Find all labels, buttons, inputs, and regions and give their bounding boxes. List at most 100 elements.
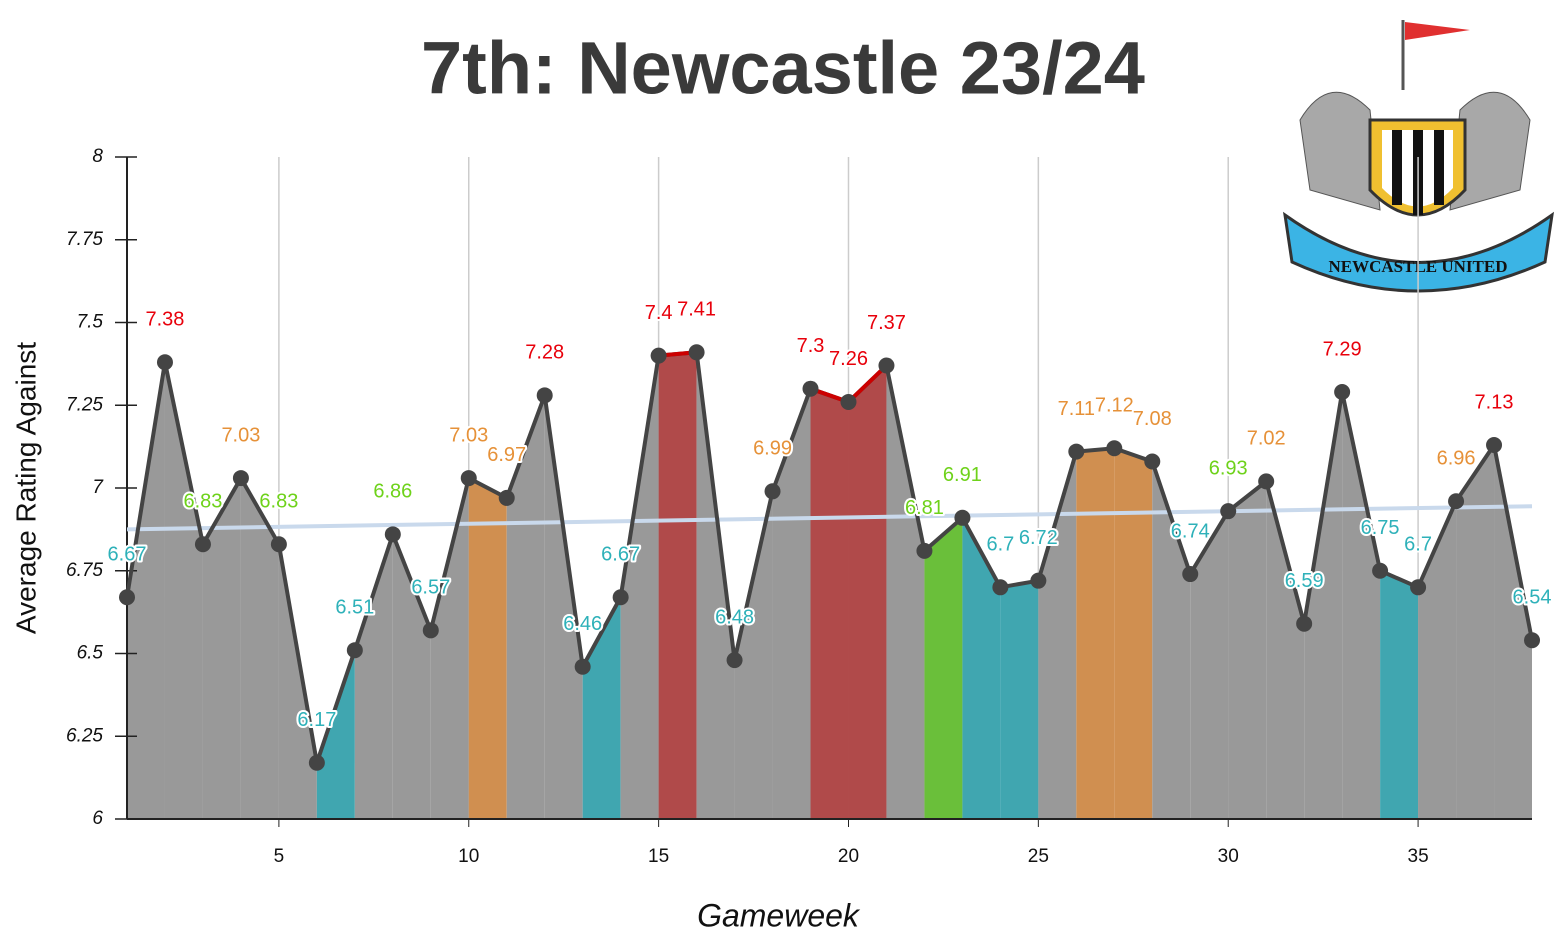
y-tick-label: 7 [92,477,104,498]
area-segment [1228,481,1267,819]
data-point [1334,384,1351,401]
area-segment [810,388,849,819]
data-label: 7.41 [677,299,716,321]
data-label: 7.38 [146,309,185,331]
data-point [764,483,781,500]
data-point [1448,493,1465,510]
data-point [612,589,629,606]
x-axis-label: Gameweek [697,897,861,933]
area-segment [392,534,431,819]
data-label: 7.12 [1095,395,1134,417]
y-tick-label: 7.5 [77,312,104,333]
data-point [1372,562,1389,579]
area-segment [278,544,317,819]
data-point [650,347,667,364]
area-segment [924,517,963,819]
data-point [1182,566,1199,583]
data-point [1068,443,1085,460]
data-point [1220,503,1237,520]
data-point [346,642,363,659]
x-tick-label: 25 [1028,846,1049,867]
data-point [574,658,591,675]
area-segment [1190,511,1229,819]
data-label: 7.03 [221,424,260,446]
data-point [119,589,135,606]
area-segment [1076,448,1115,819]
data-point [384,526,401,543]
data-label: 6.81 [905,497,944,519]
x-tick-label: 35 [1408,846,1429,867]
trend-line [126,504,1533,532]
area-segment [696,352,735,819]
area-segment [202,478,241,819]
x-tick-label: 5 [274,846,285,867]
area-segment [1000,580,1039,819]
data-label: 6.51 [335,596,374,618]
data-point [1524,632,1540,649]
data-label: 6.75 [1361,517,1400,539]
data-label: 6.93 [1209,457,1248,479]
data-point [1296,615,1313,632]
data-point [1030,572,1047,589]
data-point [802,380,819,397]
area-segment [1418,501,1457,819]
data-point [156,354,173,371]
data-label: 6.67 [108,544,147,566]
data-label: 7.37 [867,312,906,334]
y-axis-label: Average Rating Against [10,342,41,634]
data-point [954,509,971,526]
area-segment [240,478,279,819]
y-tick-label: 6.5 [77,643,104,664]
area-segment [1266,481,1305,819]
area-segment [658,352,697,819]
y-tick-label: 7.75 [66,229,103,250]
data-label: 7.11 [1058,398,1095,420]
data-label: 6.72 [1019,527,1058,549]
data-label: 6.59 [1285,570,1324,592]
data-label: 7.3 [797,335,825,357]
data-point [460,470,477,487]
logo-stripe [1392,130,1402,205]
area-segment [1038,451,1077,819]
data-point [308,754,325,771]
data-label: 6.96 [1437,448,1476,470]
data-point [194,536,211,553]
y-tick-label: 7.25 [66,394,103,415]
data-label: 6.97 [487,444,526,466]
data-label: 6.48 [715,606,754,628]
data-point [726,652,743,669]
area-segment [886,365,925,819]
series-line-highlight [847,364,888,404]
data-point [270,536,287,553]
area-segment [506,395,545,819]
data-label: 7.4 [645,302,673,324]
data-point [1486,436,1503,453]
data-label: 7.26 [829,348,868,370]
y-tick-label: 6.75 [66,560,103,581]
area-segment [1342,392,1381,819]
data-label: 7.29 [1323,338,1362,360]
area-segment [430,478,469,819]
data-label: 6.54 [1513,587,1552,609]
area-segment [1456,444,1495,819]
area-segment [734,491,773,819]
data-label: 6.86 [373,481,412,503]
x-tick-label: 20 [838,846,859,867]
area-segment [962,517,1001,819]
data-point [840,393,857,410]
x-tick-label: 30 [1218,846,1239,867]
x-tick-label: 10 [458,846,479,867]
area-segment [772,388,811,819]
data-label: 6.99 [753,438,792,460]
data-label: 7.28 [525,342,564,364]
area-segment [468,478,507,819]
area-segment [164,362,203,819]
data-point [878,357,895,374]
logo-banner [1282,211,1555,293]
data-point [916,542,933,559]
data-point [1258,473,1275,490]
data-point [688,344,705,361]
data-label: 7.13 [1475,391,1514,413]
y-tick-label: 8 [92,146,103,167]
data-label: 7.03 [449,424,488,446]
